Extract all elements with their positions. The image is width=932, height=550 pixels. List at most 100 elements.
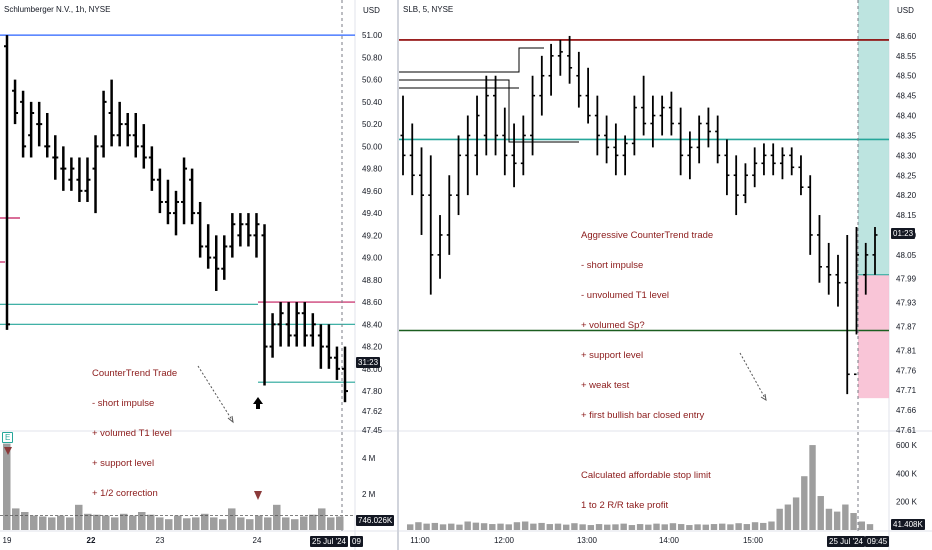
right-volume-bar [571,523,578,530]
left-volume-tag: 746.026K [356,515,395,526]
right-volume-bar [546,524,553,530]
right-volume-bar [489,524,496,530]
right-price-tick-label: 48.05 [896,251,917,260]
right-price-tick-label: 47.61 [896,426,917,435]
right-volume-bar [604,524,611,530]
right-time-label: 11:00 [410,536,430,545]
left-volume-bar [237,517,245,530]
left-volume-bar [309,514,317,530]
left-volume-bar [21,512,29,530]
right-volume-bar [521,521,529,530]
right-note-line [581,441,713,451]
right-take-profit-zone [858,0,889,275]
right-volume-bar [792,497,800,530]
right-volume-tick-label: 200 K [896,498,918,507]
left-time-label: 22 [87,536,96,545]
right-volume-bar [653,523,660,530]
right-volume-tick-label: 400 K [896,469,918,478]
right-volume-bar [858,521,865,530]
left-price-tick-label: 50.60 [362,76,383,85]
right-volume-bar [497,523,504,530]
right-price-tick-label: 48.60 [896,32,917,41]
right-volume-bar [661,524,668,530]
right-volume-bar [431,522,439,530]
left-note-line: CounterTrend Trade [92,368,178,379]
right-volume-bar [448,523,455,530]
left-price-tick-label: 49.20 [362,231,383,240]
left-volume-bar [138,512,146,530]
right-volume-bar [513,522,521,530]
right-volume-bar [480,523,488,530]
left-volume-bar [291,519,299,530]
left-price-tick-label: 48.60 [362,298,383,307]
left-note-line: + volumed T1 level [92,428,172,439]
left-volume-bar [201,513,209,530]
right-volume-bar [825,508,833,530]
left-volume-bar [327,517,335,530]
right-note-line: + volumed Sp? [581,320,645,331]
right-time-label: 13:00 [577,536,598,545]
left-note-line: + support level [92,458,155,469]
left-time-label: 19 [3,536,12,545]
right-note-line: + weak test [581,380,630,391]
right-volume-bar [801,476,808,530]
right-box-line [399,79,579,143]
right-price-tick-label: 48.30 [896,151,917,160]
right-time-label: 14:00 [659,536,680,545]
left-price-tick-label: 51.00 [362,31,383,40]
right-volume-bar [505,524,512,530]
right-chart-canvas[interactable]: 48.60 48.55 48.50 48.45 48.40 48.35 48.30 48.25… [399,0,932,550]
right-price-tick-label: 48.15 [896,211,917,220]
left-price-tick-label: 47.45 [362,426,383,435]
left-volume-bar [111,517,119,530]
right-trade-note: Aggressive CounterTrend trade - short im… [581,211,713,531]
right-volume-bar [842,504,849,530]
left-volume-bar [210,517,218,530]
right-date-tag: 25 Jul '24 [827,536,865,547]
right-note-line: - short impulse [581,260,644,271]
right-volume-tag: 41.408K [891,519,925,530]
left-volume-bar [246,519,254,530]
right-volume-bar [710,524,718,530]
left-price-tick-label: 49.40 [362,209,383,218]
right-volume-bar [464,521,471,530]
right-volume-bar [784,504,792,530]
left-price-tick-label: 50.00 [362,142,383,151]
left-price-tick-label: 48.80 [362,276,383,285]
right-volume-bar [538,522,545,530]
right-price-tick-label: 47.99 [896,275,917,284]
left-chart-pane[interactable]: Schlumberger N.V., 1h, NYSE USD 51.00 50.… [0,0,398,550]
left-volume-bar [228,508,236,530]
right-volume-bar [636,524,644,530]
left-entry-arrow-icon [253,397,263,409]
left-volume-bar [102,515,110,530]
right-time-tag: 09:45 [865,536,890,547]
right-volume-bar [694,524,701,530]
right-time-label: 15:00 [743,536,764,545]
right-chart-pane[interactable]: SLB, 5, NYSE USD 48.60 48.55 48.50 48.45 48.… [399,0,932,550]
left-price-tick-label: 47.80 [362,387,383,396]
left-price-tick-label: 50.40 [362,98,383,107]
left-volume-bar [300,516,308,530]
right-volume-bar [563,524,570,530]
left-chart-canvas[interactable]: 51.00 50.80 50.60 50.40 50.20 50.00 49.80 49.60… [0,0,398,550]
left-earnings-arrow-icon [4,447,12,455]
right-note-line: + support level [581,350,644,361]
right-price-tick-label: 48.55 [896,52,917,61]
right-volume-bar [554,523,562,530]
right-volume-bar [719,523,726,530]
right-price-tick-label: 47.81 [896,346,917,355]
left-volume-bar [75,504,83,530]
left-volume-bar [84,513,92,530]
right-currency-label: USD [897,6,914,15]
left-price-countdown-tag: 31:23 [356,357,381,368]
right-volume-bar [423,523,430,530]
left-price-tick-label: 48.20 [362,343,383,352]
right-volume-bar [768,521,775,530]
pane-divider[interactable] [397,0,399,550]
right-price-tick-label: 48.25 [896,171,917,180]
right-price-tick-label: 47.66 [896,406,917,415]
earnings-badge[interactable]: E [2,432,14,443]
right-note-line: Aggressive CounterTrend trade [581,230,714,241]
right-volume-bar [456,524,463,530]
